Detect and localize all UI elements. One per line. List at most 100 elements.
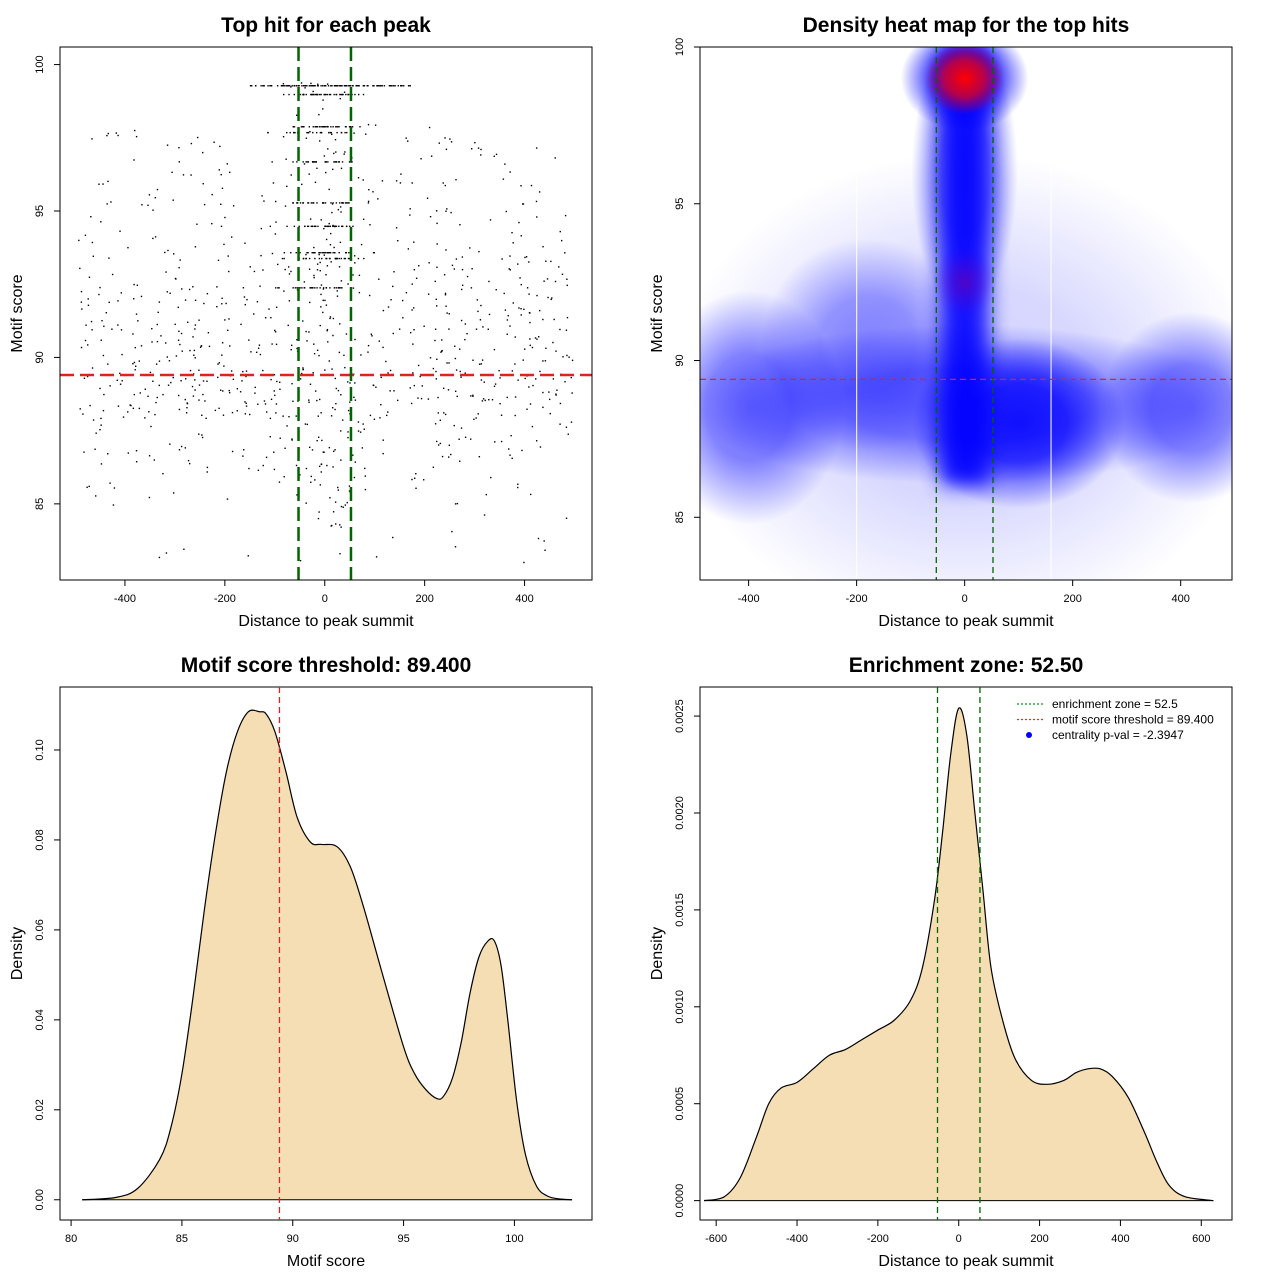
scatter-point bbox=[244, 242, 246, 244]
scatter-point bbox=[354, 338, 356, 341]
scatter-point bbox=[318, 126, 321, 128]
scatter-point bbox=[135, 365, 137, 367]
scatter-point bbox=[296, 161, 298, 163]
scatter-point bbox=[325, 287, 327, 289]
scatter-point bbox=[279, 388, 281, 391]
scatter-point bbox=[92, 255, 95, 257]
scatter-point bbox=[318, 253, 320, 256]
scatter-point bbox=[345, 126, 347, 128]
scatter-point bbox=[329, 317, 331, 320]
scatter-point bbox=[290, 174, 292, 176]
scatter-point bbox=[308, 331, 310, 333]
scatter-point bbox=[507, 315, 509, 317]
scatter-point bbox=[378, 85, 380, 87]
scatter-point bbox=[367, 200, 370, 203]
scatter-point bbox=[333, 225, 336, 228]
scatter-point bbox=[312, 252, 315, 254]
scatter-point bbox=[344, 366, 346, 369]
scatter-point bbox=[178, 408, 181, 411]
scatter-point bbox=[87, 304, 90, 307]
scatter-point bbox=[429, 215, 432, 218]
scatter-point bbox=[296, 494, 298, 496]
panel-4-title: Enrichment zone: 52.50 bbox=[849, 654, 1084, 677]
scatter-point bbox=[340, 430, 342, 432]
scatter-point bbox=[312, 202, 315, 204]
scatter-point bbox=[340, 394, 342, 396]
scatter-point bbox=[345, 333, 348, 335]
scatter-point bbox=[216, 286, 218, 288]
scatter-point bbox=[343, 91, 346, 93]
scatter-point bbox=[338, 126, 340, 128]
scatter-point bbox=[501, 258, 503, 260]
scatter-point bbox=[334, 408, 336, 411]
scatter-point bbox=[227, 255, 229, 257]
scatter-point bbox=[528, 311, 531, 314]
scatter-point bbox=[312, 131, 314, 134]
scatter-point bbox=[203, 302, 205, 305]
scatter-point bbox=[308, 446, 311, 449]
scatter-point bbox=[290, 344, 293, 347]
scatter-point bbox=[417, 364, 420, 367]
scatter-point bbox=[323, 126, 326, 128]
scatter-point bbox=[293, 126, 296, 128]
scatter-point bbox=[177, 394, 180, 397]
scatter-point bbox=[248, 413, 251, 416]
scatter-point bbox=[379, 85, 381, 87]
scatter-point bbox=[132, 407, 135, 410]
scatter-point bbox=[464, 323, 467, 325]
scatter-point bbox=[149, 371, 152, 374]
scatter-point bbox=[415, 277, 418, 280]
scatter-point bbox=[345, 93, 347, 96]
scatter-point bbox=[420, 397, 423, 400]
scatter-point bbox=[158, 360, 161, 362]
scatter-point bbox=[201, 434, 203, 436]
scatter-point bbox=[445, 210, 447, 212]
scatter-point bbox=[542, 245, 544, 248]
scatter-point bbox=[257, 469, 260, 472]
scatter-point bbox=[348, 161, 351, 163]
scatter-point bbox=[441, 349, 443, 352]
scatter-point bbox=[194, 324, 197, 326]
scatter-point bbox=[338, 287, 341, 289]
scatter-point bbox=[317, 225, 319, 228]
scatter-point bbox=[326, 93, 328, 96]
scatter-point bbox=[173, 253, 175, 255]
scatter-point bbox=[423, 325, 425, 327]
scatter-point bbox=[148, 455, 151, 457]
scatter-point bbox=[417, 397, 419, 399]
scatter-point bbox=[524, 256, 526, 259]
scatter-point bbox=[341, 161, 344, 163]
scatter-point bbox=[329, 244, 332, 246]
scatter-point bbox=[326, 328, 329, 331]
scatter-point bbox=[455, 178, 457, 181]
panel-2-xtick-label: 400 bbox=[1172, 593, 1190, 605]
scatter-point bbox=[372, 85, 374, 87]
scatter-point bbox=[338, 161, 340, 163]
scatter-point bbox=[334, 377, 337, 380]
scatter-point bbox=[326, 225, 329, 228]
scatter-point bbox=[506, 319, 509, 321]
scatter-point bbox=[156, 188, 159, 191]
scatter-point bbox=[180, 445, 183, 448]
scatter-point bbox=[292, 161, 294, 163]
scatter-point bbox=[517, 486, 519, 489]
scatter-point bbox=[318, 93, 321, 96]
scatter-point bbox=[245, 402, 247, 405]
scatter-point bbox=[559, 328, 561, 331]
scatter-point bbox=[392, 536, 394, 539]
panel-2-frame bbox=[699, 46, 1233, 581]
scatter-point bbox=[523, 561, 525, 564]
scatter-point bbox=[482, 398, 485, 400]
scatter-point bbox=[166, 356, 169, 358]
scatter-point bbox=[89, 404, 91, 407]
scatter-point bbox=[246, 298, 248, 301]
scatter-point bbox=[316, 269, 319, 271]
scatter-point bbox=[350, 126, 352, 128]
scatter-point bbox=[308, 85, 311, 87]
scatter-point bbox=[310, 481, 312, 483]
scatter-point bbox=[326, 83, 329, 85]
scatter-point bbox=[500, 414, 503, 416]
scatter-point bbox=[192, 286, 194, 288]
density-curve-3 bbox=[82, 709, 573, 1201]
